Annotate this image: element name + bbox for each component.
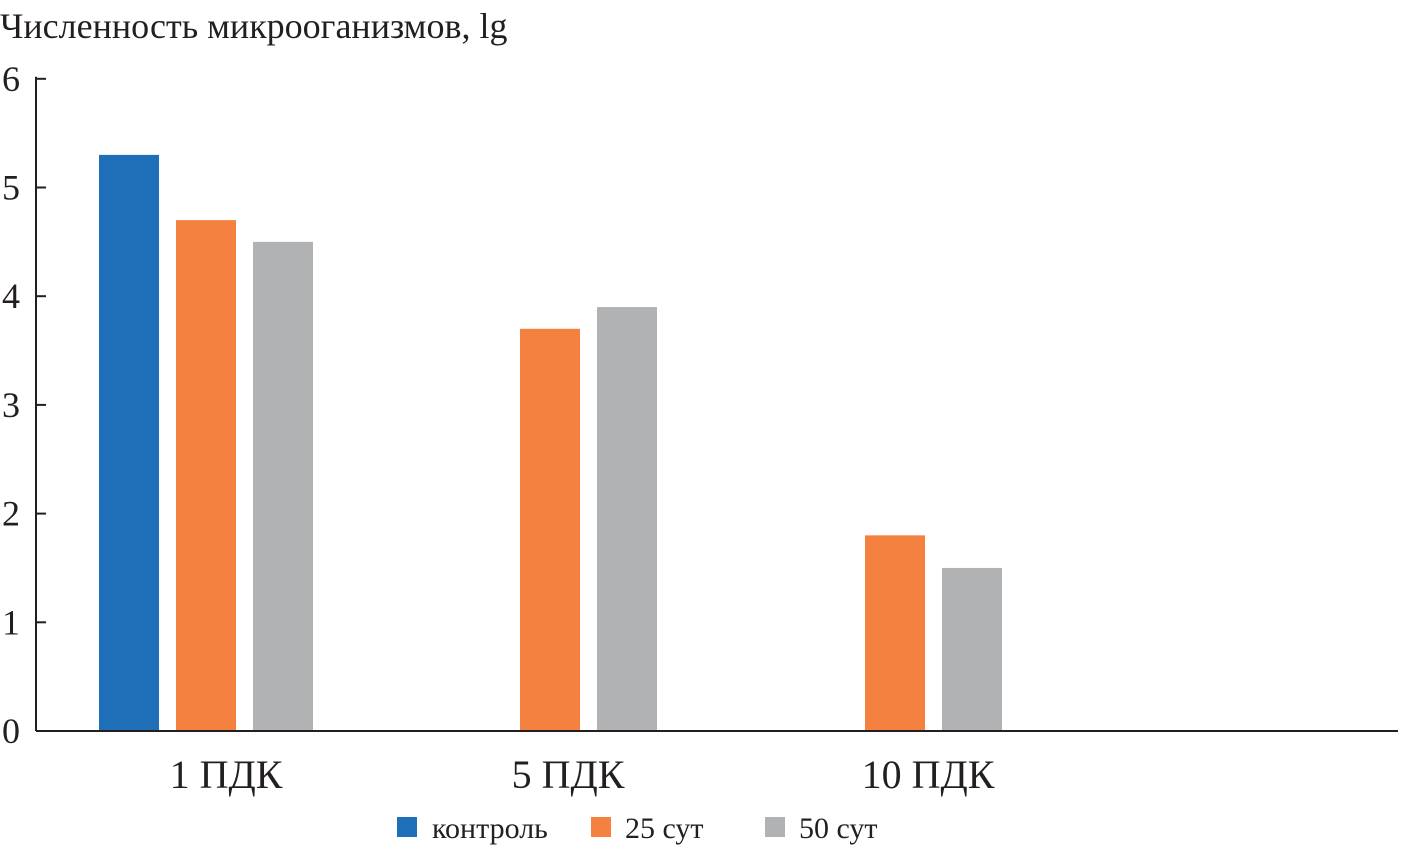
category-label: 5 ПДК [512, 752, 625, 797]
legend-swatch [765, 817, 785, 837]
y-axis-ticks: 0 1 2 3 4 5 6 [2, 59, 46, 751]
bar-2-3 [597, 307, 657, 731]
bar-1-1 [99, 154, 159, 731]
bars [99, 154, 1002, 732]
bar-1-3 [253, 241, 313, 731]
legend: контроль 25 сут 50 сут [397, 812, 878, 845]
category-labels: 1 ПДК 5 ПДК 10 ПДК [170, 752, 995, 797]
y-tick-label: 1 [2, 602, 20, 642]
y-tick-label: 4 [2, 276, 20, 316]
bar-2-2 [520, 328, 580, 731]
y-tick-label: 5 [2, 168, 20, 208]
y-tick-label: 3 [2, 385, 20, 425]
legend-label: 25 сут [625, 812, 704, 845]
legend-label: контроль [432, 812, 548, 845]
y-tick-label: 6 [2, 59, 20, 99]
category-label: 1 ПДК [170, 752, 283, 797]
axes [35, 76, 1398, 732]
legend-swatch [591, 817, 611, 837]
y-tick-label: 2 [2, 494, 20, 534]
category-label: 10 ПДК [862, 752, 995, 797]
bar-3-2 [865, 535, 925, 731]
y-axis-title: Численность микрооганизмов, lg [0, 6, 507, 46]
legend-swatch [397, 817, 417, 837]
bar-1-2 [176, 220, 236, 732]
y-tick-label: 0 [2, 711, 20, 751]
bar-3-3 [942, 567, 1002, 731]
legend-label: 50 сут [799, 812, 878, 845]
